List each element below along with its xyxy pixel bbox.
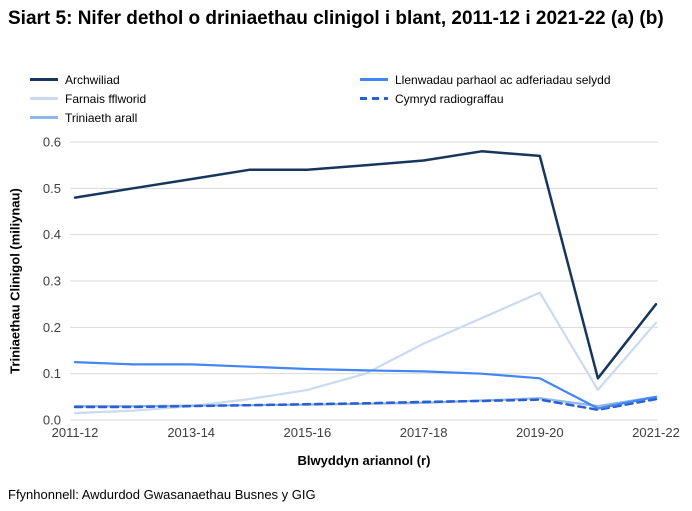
x-tick-label: 2017-18 — [400, 425, 448, 440]
y-tick-label: 0.3 — [43, 274, 61, 289]
y-axis-title: Triniaethau Clinigol (miliynau) — [7, 188, 23, 374]
legend-item: Cymryd radiograffau — [360, 89, 611, 108]
y-tick-label: 0.1 — [43, 366, 61, 381]
x-tick-label: 2013-14 — [167, 425, 215, 440]
legend-line-swatch — [30, 78, 58, 81]
legend-line-swatch — [30, 97, 58, 100]
source-note: Ffynhonnell: Awdurdod Gwasanaethau Busne… — [8, 487, 316, 502]
legend-item: Archwiliad — [30, 70, 146, 89]
y-tick-label: 0.6 — [43, 135, 61, 150]
legend-dashed-line-swatch — [360, 97, 388, 100]
legend-label: Cymryd radiograffau — [395, 91, 504, 106]
series-line-farnais-fflworid — [73, 291, 658, 415]
y-tick-label: 0.5 — [43, 181, 61, 196]
legend-item: Triniaeth arall — [30, 108, 146, 127]
chart-title: Siart 5: Nifer dethol o driniaethau clin… — [8, 8, 664, 29]
legend-column-1: Archwiliad Farnais fflworid Triniaeth aral… — [30, 70, 146, 127]
y-tick-label: 0.2 — [43, 320, 61, 335]
series-line-archwiliad — [73, 150, 658, 380]
legend-label: Archwiliad — [65, 72, 120, 87]
x-tick-label: 2015-16 — [284, 425, 332, 440]
legend-line-swatch — [30, 116, 58, 119]
x-tick-label: 2011-12 — [52, 425, 99, 440]
legend-column-2: Llenwadau parhaol ac adferiadau selydd Cy… — [360, 70, 611, 108]
y-tick-label: 0.4 — [43, 227, 61, 242]
x-tick-label: 2019-20 — [516, 425, 564, 440]
legend-line-swatch — [360, 78, 388, 81]
y-tick-label: 0.0 — [43, 413, 61, 428]
x-axis-title: Blwyddyn ariannol (r) — [297, 453, 431, 468]
series-line-llenwadau-parhaol-ac-adferiadau-selydd — [73, 361, 658, 410]
legend-item: Llenwadau parhaol ac adferiadau selydd — [360, 70, 611, 89]
x-tick-label: 2021-22 — [632, 425, 680, 440]
legend-item: Farnais fflworid — [30, 89, 146, 108]
legend-label: Triniaeth arall — [65, 110, 138, 125]
legend-label: Farnais fflworid — [65, 91, 147, 106]
series-line-cymryd-radiograffau — [73, 397, 658, 412]
legend-label: Llenwadau parhaol ac adferiadau selydd — [395, 72, 611, 87]
